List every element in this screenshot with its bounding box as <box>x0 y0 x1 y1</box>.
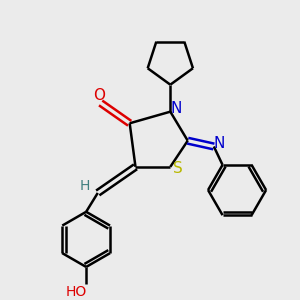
Text: H: H <box>80 179 90 193</box>
Text: O: O <box>93 88 105 103</box>
Text: HO: HO <box>65 285 87 298</box>
Text: N: N <box>170 101 182 116</box>
Text: S: S <box>173 161 182 176</box>
Text: N: N <box>213 136 225 151</box>
